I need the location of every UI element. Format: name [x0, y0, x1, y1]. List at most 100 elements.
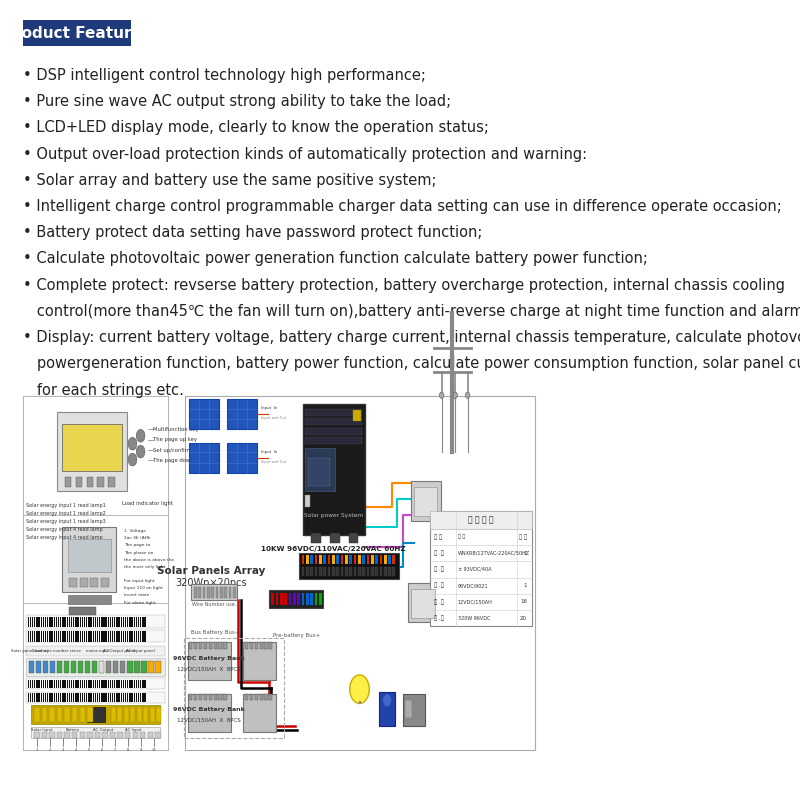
Bar — [108, 617, 109, 627]
Bar — [148, 732, 153, 738]
Circle shape — [453, 392, 458, 398]
Bar — [42, 693, 44, 702]
Bar — [114, 617, 115, 627]
Bar — [45, 680, 46, 688]
Bar — [57, 662, 62, 674]
Bar — [243, 694, 276, 732]
Bar — [32, 617, 34, 627]
Bar — [332, 567, 334, 576]
Bar — [101, 693, 102, 702]
Bar — [144, 693, 146, 702]
Bar — [101, 617, 102, 627]
Bar — [270, 642, 273, 649]
Text: control(more than45℃ the fan will turn on),battery anti-reverse charge at night : control(more than45℃ the fan will turn o… — [23, 304, 800, 319]
Bar — [73, 693, 74, 702]
Bar — [218, 694, 222, 700]
Bar — [306, 593, 309, 605]
Bar — [50, 732, 54, 738]
Bar — [350, 567, 352, 576]
Bar — [85, 662, 90, 674]
Text: 1. Voltage: 1. Voltage — [124, 529, 146, 533]
Text: For input light: For input light — [124, 579, 155, 583]
Bar — [306, 438, 362, 445]
Bar — [116, 693, 118, 702]
Text: AC Output: AC Output — [93, 729, 113, 733]
Bar — [28, 631, 29, 642]
Bar — [211, 587, 214, 598]
Bar — [108, 631, 109, 642]
Bar — [194, 642, 198, 649]
Bar — [68, 539, 111, 572]
Bar — [64, 680, 66, 688]
Bar — [125, 617, 126, 627]
Text: Load indicator light: Load indicator light — [122, 501, 173, 506]
Bar — [79, 631, 81, 642]
Bar — [299, 553, 399, 578]
Bar — [58, 693, 59, 702]
Bar — [51, 693, 53, 702]
Text: 一 .机: 一 .机 — [434, 550, 444, 556]
Bar — [306, 448, 335, 491]
Bar — [140, 631, 142, 642]
Bar — [319, 555, 322, 565]
Bar — [66, 693, 68, 702]
Bar — [110, 693, 111, 702]
Bar — [122, 617, 124, 627]
Bar — [36, 662, 41, 674]
Bar — [306, 418, 362, 426]
Bar — [23, 20, 131, 46]
Bar — [54, 693, 55, 702]
Bar — [110, 732, 115, 738]
Text: Solar energy input 1 read lamp1: Solar energy input 1 read lamp1 — [26, 503, 106, 508]
Bar — [131, 631, 133, 642]
Bar — [58, 680, 59, 688]
Bar — [62, 527, 116, 592]
Bar — [140, 617, 142, 627]
Bar — [75, 693, 77, 702]
Bar — [76, 477, 82, 486]
Bar — [150, 707, 154, 722]
Text: Wire Number use...: Wire Number use... — [191, 602, 239, 607]
Bar — [97, 680, 98, 688]
Bar — [121, 631, 122, 642]
Bar — [276, 593, 278, 605]
Bar — [366, 567, 370, 576]
Bar — [354, 567, 356, 576]
Bar — [269, 590, 322, 608]
Bar — [306, 428, 362, 435]
Bar — [79, 707, 85, 722]
Bar — [88, 617, 90, 627]
Text: Multifunction key: Multifunction key — [153, 427, 198, 432]
Bar — [184, 638, 284, 738]
Bar — [23, 396, 168, 515]
Text: 320W 96VDC: 320W 96VDC — [458, 616, 490, 621]
Text: 四 .机: 四 .机 — [434, 599, 444, 605]
Bar — [87, 732, 93, 738]
Bar — [99, 680, 100, 688]
Bar — [408, 582, 438, 622]
Bar — [186, 396, 535, 750]
Bar — [86, 631, 87, 642]
Bar — [124, 707, 129, 722]
Bar — [56, 631, 57, 642]
Bar — [190, 642, 193, 649]
Bar — [66, 617, 68, 627]
Bar — [371, 567, 374, 576]
Text: 数 量: 数 量 — [519, 534, 527, 540]
Bar — [94, 693, 96, 702]
Bar — [106, 693, 107, 702]
Text: 7: 7 — [114, 748, 116, 752]
Text: Set up/confirmation key: Set up/confirmation key — [153, 447, 217, 453]
Bar — [28, 693, 29, 702]
Bar — [120, 662, 126, 674]
Bar — [26, 691, 165, 702]
Text: 12VDC/150AH: 12VDC/150AH — [458, 599, 493, 605]
Bar — [379, 555, 382, 565]
Bar — [79, 578, 88, 587]
Bar — [302, 404, 365, 535]
Bar — [293, 593, 296, 605]
Bar — [97, 631, 98, 642]
Bar — [42, 631, 44, 642]
Bar — [23, 396, 168, 750]
Bar — [51, 631, 53, 642]
